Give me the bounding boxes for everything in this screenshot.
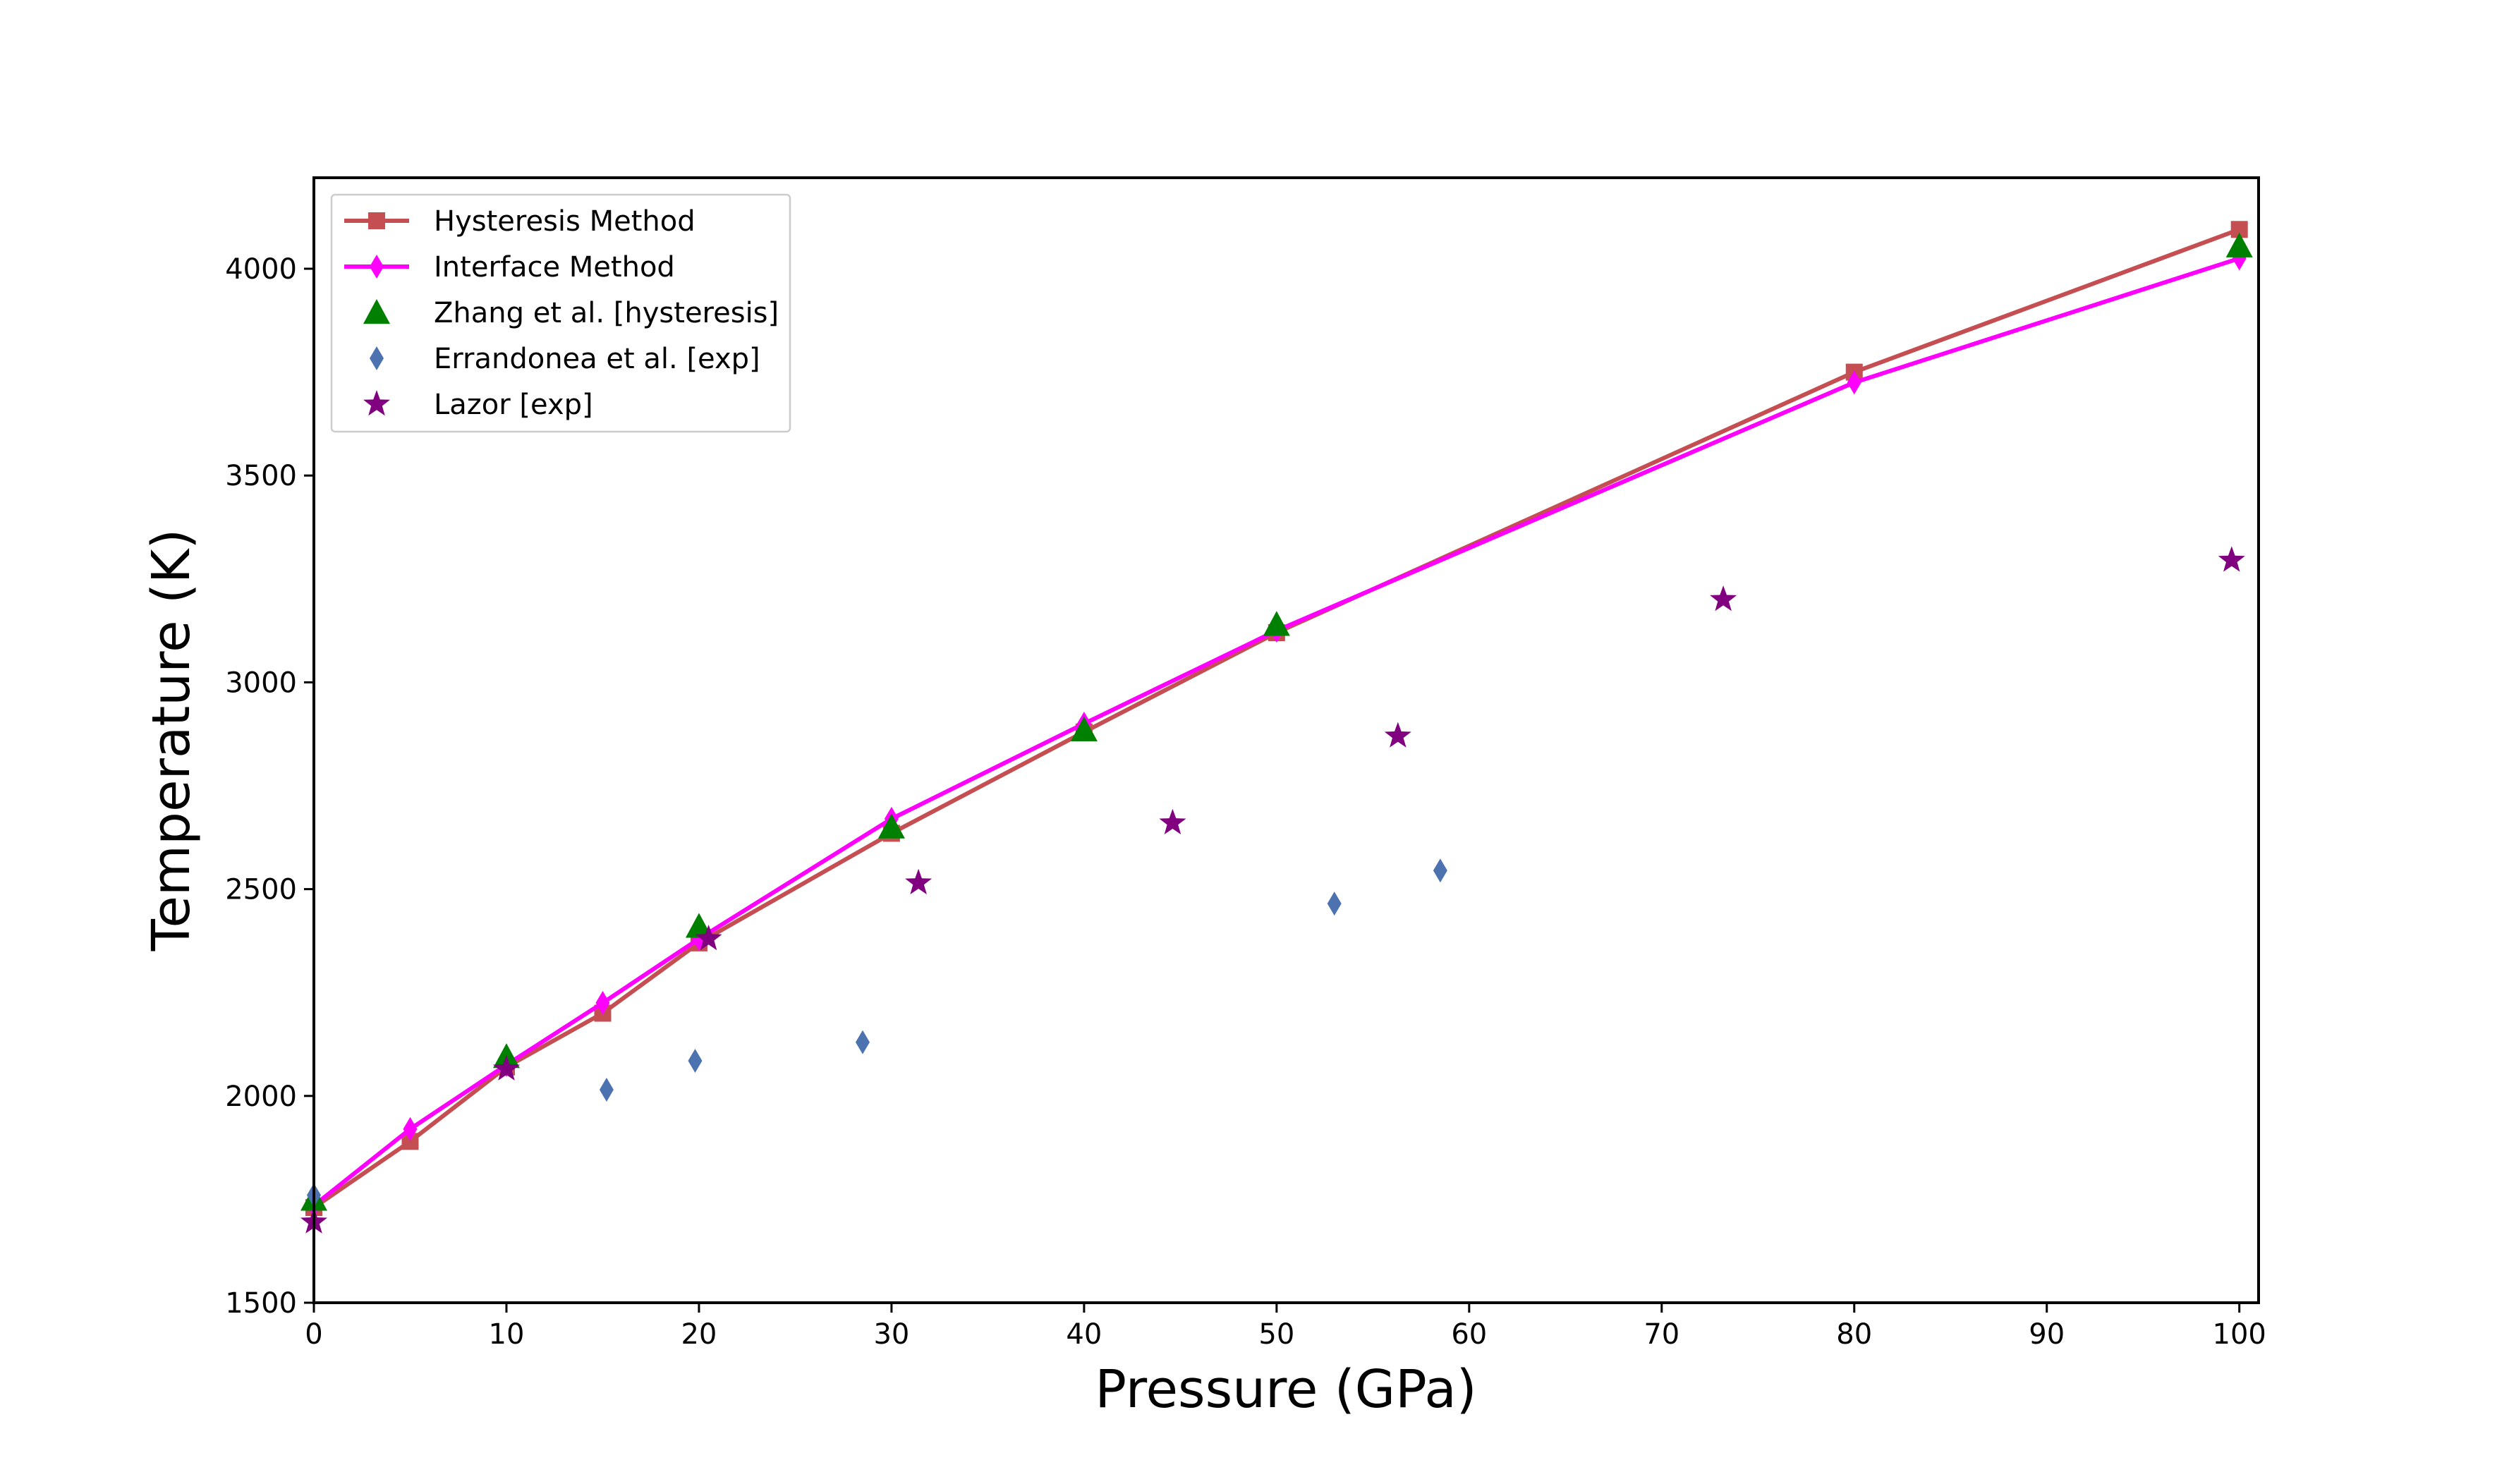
x-tick-label: 30 xyxy=(873,1318,909,1351)
x-axis: 0 10 20 30 40 50 60 70 80 90 100 xyxy=(305,1303,2266,1351)
data-point xyxy=(1070,716,1098,741)
x-tick-label: 40 xyxy=(1066,1318,1102,1351)
series-errandonea-et-al-exp xyxy=(307,858,1447,1208)
x-tick-label: 10 xyxy=(489,1318,525,1351)
x-tick-label: 0 xyxy=(305,1318,322,1351)
x-tick-label: 70 xyxy=(1644,1318,1679,1351)
legend-label: Errandonea et al. [exp] xyxy=(434,343,760,375)
data-point xyxy=(2225,232,2253,257)
x-axis-title: Pressure (GPa) xyxy=(1095,1359,1476,1420)
y-tick-label: 4000 xyxy=(225,253,297,286)
legend-marker-hysteresis-method xyxy=(368,212,385,229)
legend-marker-zhang-et-al-hysteresis xyxy=(363,299,390,324)
y-axis: 1500 2000 2500 3000 3500 4000 xyxy=(225,253,314,1320)
y-tick-label: 2500 xyxy=(225,874,297,906)
data-point xyxy=(1159,808,1186,834)
legend-marker-lazor-exp xyxy=(363,390,390,416)
data-point xyxy=(685,913,712,938)
legend-marker-errandonea-et-al-exp xyxy=(370,346,384,370)
plot-frame xyxy=(312,176,2260,1304)
data-point xyxy=(1433,858,1447,883)
legend-marker-interface-method xyxy=(370,255,384,279)
data-point xyxy=(855,1030,870,1054)
legend: Hysteresis Method Interface Method Zhang e… xyxy=(330,193,791,433)
data-point xyxy=(599,1078,614,1102)
legend-label: Zhang et al. [hysteresis] xyxy=(434,297,779,329)
data-point xyxy=(1327,892,1342,916)
legend-label: Lazor [exp] xyxy=(434,389,593,421)
y-tick-label: 2000 xyxy=(225,1081,297,1113)
series-zhang-et-al-hysteresis xyxy=(300,232,2253,1211)
y-tick-label: 3500 xyxy=(225,460,297,492)
data-point xyxy=(492,1054,520,1081)
data-point xyxy=(1847,370,1861,395)
x-tick-label: 90 xyxy=(2029,1318,2065,1351)
y-tick-label: 1500 xyxy=(225,1287,297,1320)
legend-label: Interface Method xyxy=(434,251,675,284)
data-point xyxy=(1710,585,1737,612)
x-tick-label: 100 xyxy=(2213,1318,2266,1351)
data-layer xyxy=(300,221,2253,1234)
legend-box xyxy=(330,193,791,433)
data-point xyxy=(1263,611,1290,636)
legend-label: Hysteresis Method xyxy=(434,205,695,238)
data-point xyxy=(2218,546,2245,572)
x-tick-label: 20 xyxy=(681,1318,717,1351)
x-tick-label: 80 xyxy=(1836,1318,1872,1351)
data-point xyxy=(877,813,905,839)
y-axis-title: Temperature (K) xyxy=(141,529,202,952)
x-tick-label: 60 xyxy=(1451,1318,1487,1351)
data-point xyxy=(695,925,722,951)
data-point xyxy=(1384,722,1411,748)
x-tick-label: 50 xyxy=(1258,1318,1294,1351)
data-point xyxy=(688,1048,703,1073)
data-point xyxy=(905,868,932,894)
data-point xyxy=(403,1117,418,1141)
series-line-interface-method xyxy=(312,256,2240,1208)
y-tick-label: 3000 xyxy=(225,667,297,699)
data-point xyxy=(595,990,610,1015)
series-line-hysteresis-method xyxy=(312,227,2240,1210)
